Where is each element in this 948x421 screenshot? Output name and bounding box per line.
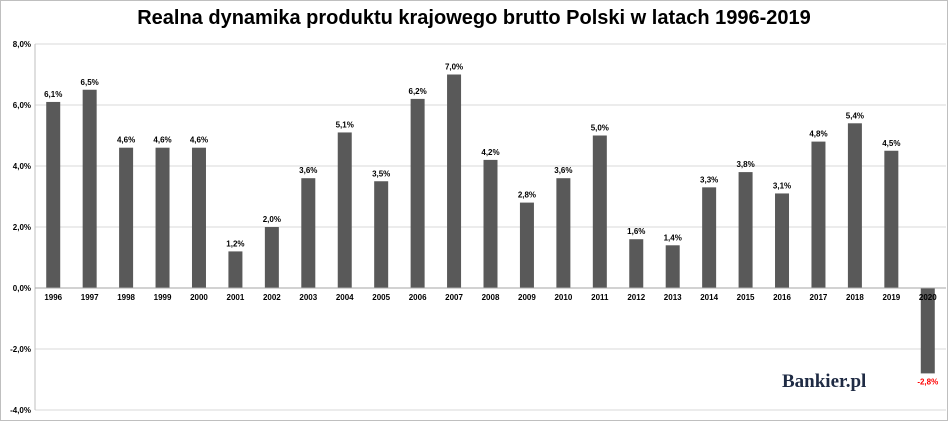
bar: [775, 193, 790, 288]
data-label: 6,2%: [409, 87, 427, 96]
category-label: 2016: [773, 293, 791, 302]
bar: [920, 288, 935, 374]
bar: [665, 245, 680, 288]
bar: [337, 132, 352, 288]
data-label: 4,6%: [117, 136, 135, 145]
data-label: 4,5%: [882, 139, 900, 148]
category-label: 2005: [372, 293, 390, 302]
data-label: 3,5%: [372, 169, 390, 178]
category-label: 2006: [409, 293, 427, 302]
category-label: 2008: [482, 293, 500, 302]
data-label: 4,8%: [809, 130, 827, 139]
category-label: 1997: [81, 293, 99, 302]
category-label: 1998: [117, 293, 135, 302]
bar: [629, 239, 644, 288]
bar: [155, 147, 170, 288]
data-label: 4,6%: [190, 136, 208, 145]
bar: [884, 150, 899, 288]
chart-title: Realna dynamika produktu krajowego brutt…: [137, 7, 811, 29]
data-label: -2,8%: [917, 377, 938, 386]
category-label: 2007: [445, 293, 463, 302]
category-label: 2019: [882, 293, 900, 302]
bar: [374, 181, 389, 288]
bar: [847, 123, 862, 288]
bar: [556, 178, 571, 288]
y-tick-label: 0,0%: [13, 284, 31, 293]
category-label: 2018: [846, 293, 864, 302]
bar: [301, 178, 316, 288]
data-label: 3,6%: [299, 166, 317, 175]
category-label: 2002: [263, 293, 281, 302]
category-label: 2001: [227, 293, 245, 302]
category-label: 2020: [919, 293, 937, 302]
bar: [483, 159, 498, 288]
data-label: 1,4%: [664, 233, 682, 242]
y-tick-label: -2,0%: [10, 345, 31, 354]
category-label: 1996: [44, 293, 62, 302]
y-tick-label: -4,0%: [10, 406, 31, 415]
bar: [410, 98, 425, 289]
category-label: 2017: [810, 293, 828, 302]
data-label: 5,0%: [591, 124, 609, 133]
bar: [264, 227, 279, 288]
bar: [811, 141, 826, 288]
category-label: 2004: [336, 293, 354, 302]
data-label: 1,6%: [627, 227, 645, 236]
category-label: 2014: [700, 293, 718, 302]
data-label: 3,8%: [736, 160, 754, 169]
bar: [119, 147, 134, 288]
data-label: 2,8%: [518, 191, 536, 200]
category-label: 2013: [664, 293, 682, 302]
y-tick-label: 8,0%: [13, 40, 31, 49]
category-label: 2011: [591, 293, 609, 302]
brand-logo: Bankier.pl: [782, 371, 867, 392]
data-label: 4,2%: [481, 148, 499, 157]
category-label: 1999: [154, 293, 172, 302]
bar: [82, 89, 97, 288]
category-label: 2003: [299, 293, 317, 302]
data-label: 5,1%: [336, 120, 354, 129]
bar: [738, 172, 753, 288]
data-label: 3,6%: [554, 166, 572, 175]
data-label: 3,1%: [773, 181, 791, 190]
data-label: 6,5%: [81, 78, 99, 87]
bar: [447, 74, 462, 288]
bar: [519, 202, 534, 288]
data-label: 6,1%: [44, 90, 62, 99]
bar: [191, 147, 206, 288]
y-tick-label: 2,0%: [13, 223, 31, 232]
category-label: 2009: [518, 293, 536, 302]
data-label: 7,0%: [445, 63, 463, 72]
bar: [46, 101, 61, 288]
bar: [702, 187, 717, 288]
category-label: 2000: [190, 293, 208, 302]
bar: [592, 135, 607, 288]
data-label: 4,6%: [153, 136, 171, 145]
bar: [228, 251, 243, 288]
data-label: 1,2%: [226, 239, 244, 248]
category-label: 2012: [627, 293, 645, 302]
category-label: 2010: [554, 293, 572, 302]
y-tick-label: 6,0%: [13, 101, 31, 110]
category-label: 2015: [737, 293, 755, 302]
data-label: 5,4%: [846, 111, 864, 120]
y-tick-label: 4,0%: [13, 162, 31, 171]
data-label: 3,3%: [700, 175, 718, 184]
data-label: 2,0%: [263, 215, 281, 224]
